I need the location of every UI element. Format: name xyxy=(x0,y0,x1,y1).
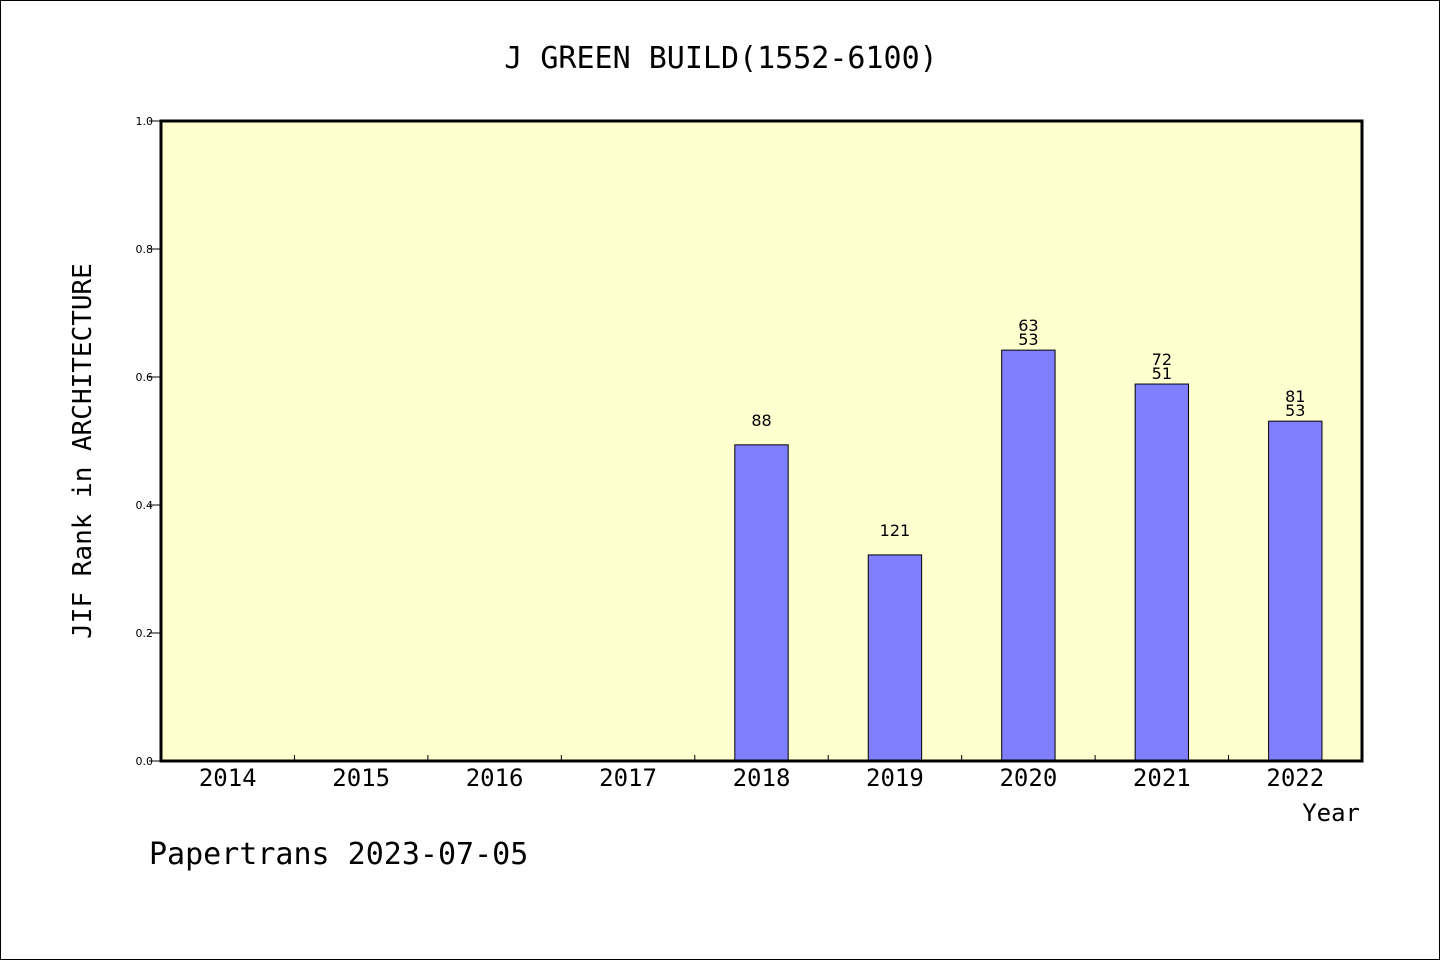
x-tick-label: 2015 xyxy=(332,764,390,792)
bar-label: 63 xyxy=(1018,316,1038,335)
y-tick-label: 0.8 xyxy=(136,243,154,256)
bar-label: 53 xyxy=(1285,401,1305,420)
bars-group xyxy=(734,349,1323,762)
bar-label: 53 xyxy=(1018,330,1038,349)
y-axis-label: JIF Rank in ARCHITECTURE xyxy=(68,263,98,639)
bar-2018 xyxy=(734,444,789,762)
y-tick-label: 0.4 xyxy=(136,499,154,512)
chart-title: J GREEN BUILD(1552-6100) xyxy=(504,41,937,76)
y-tick-label: 0.0 xyxy=(136,755,154,768)
y-tick-label: 1.0 xyxy=(136,115,154,128)
footer-credit: Papertrans 2023-07-05 xyxy=(149,837,528,872)
x-tick-label: 2018 xyxy=(733,764,791,792)
bar-2021 xyxy=(1134,383,1190,762)
x-tick-label: 2020 xyxy=(999,764,1057,792)
x-tick-label: 2017 xyxy=(599,764,657,792)
y-axis-ticks: 0.0 0.2 0.4 0.6 0.8 1.0 xyxy=(136,115,161,768)
x-tick-label: 2022 xyxy=(1266,764,1324,792)
bar-label: 81 xyxy=(1285,387,1305,406)
y-tick-label: 0.2 xyxy=(136,627,154,640)
bar-2022 xyxy=(1268,420,1323,762)
x-tick-label: 2021 xyxy=(1133,764,1191,792)
plot-frame xyxy=(159,119,1364,763)
bar-2020 xyxy=(1001,349,1056,762)
bar-label: 51 xyxy=(1152,364,1172,383)
bar-label: 88 xyxy=(751,411,771,430)
bar-2019 xyxy=(867,554,923,762)
y-tick-label: 0.6 xyxy=(136,371,154,384)
bar-label: 121 xyxy=(880,521,911,540)
bar-label: 72 xyxy=(1152,350,1172,369)
x-axis-ticks: 2014 2015 2016 2017 2018 2019 2020 2021 2022 xyxy=(199,755,1324,792)
x-tick-label: 2014 xyxy=(199,764,257,792)
x-tick-label: 2019 xyxy=(866,764,924,792)
x-axis-label: Year xyxy=(1302,799,1360,827)
x-tick-label: 2016 xyxy=(466,764,524,792)
